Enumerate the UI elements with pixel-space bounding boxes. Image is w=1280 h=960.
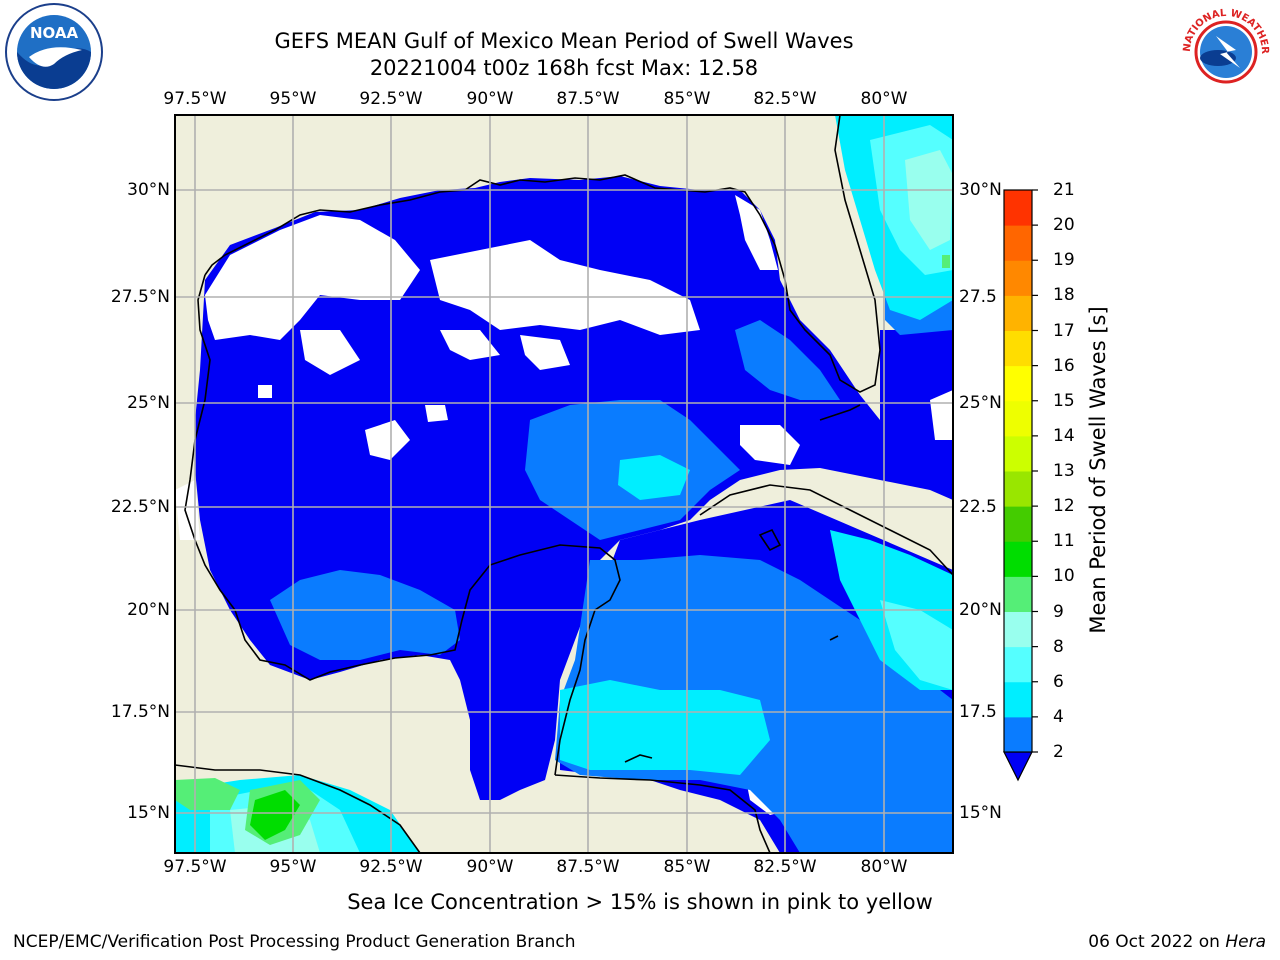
colorbar-title: Mean Period of Swell Waves [s] [1086, 306, 1110, 634]
lon-label-top: 97.5°W [163, 89, 227, 109]
colorbar-segment [1004, 716, 1032, 753]
lat-label-left: 25°N [127, 393, 170, 413]
map-title: GEFS MEAN Gulf of Mexico Mean Period of … [274, 29, 854, 53]
colorbar-segment [1004, 330, 1032, 367]
atlantic-deep-blue [880, 330, 953, 500]
lat-label-right: 25°N [959, 393, 1002, 413]
lon-label-top: 87.5°W [556, 89, 620, 109]
lat-label-left: 20°N [127, 600, 170, 620]
colorbar-segment [1004, 260, 1032, 296]
lon-label-bottom: 82.5°W [753, 857, 817, 877]
footer-date: 06 Oct 2022 on Hera [1088, 932, 1266, 952]
lon-label-bottom: 87.5°W [556, 857, 620, 877]
colorbar-segment [1004, 400, 1032, 437]
noaa-logo-text: NOAA [30, 24, 79, 42]
colorbar-tick-label: 21 [1053, 180, 1075, 200]
colorbar-tick-label: 20 [1053, 215, 1075, 236]
colorbar-tick-label: 2 [1053, 742, 1064, 762]
colorbar [1003, 189, 1038, 782]
map-subtitle: 20221004 t00z 168h fcst Max: 12.58 [369, 56, 759, 80]
footer-host: Hera [1225, 932, 1266, 952]
colorbar-extend-arrow [1003, 751, 1033, 782]
lon-label-top: 90°W [466, 89, 514, 109]
nws-logo: NATIONAL WEATHER SERVICE [1172, 0, 1276, 102]
colorbar-tick-label: 13 [1053, 461, 1075, 481]
colorbar-segment [1004, 365, 1032, 402]
colorbar-tick-label: 11 [1053, 531, 1075, 552]
map-frame [174, 114, 954, 854]
lon-label-top: 80°W [860, 89, 908, 109]
lat-label-right: 15°N [959, 803, 1002, 823]
lat-label-right: 22.5 [959, 497, 997, 517]
lon-label-bottom: 92.5°W [359, 857, 423, 877]
lat-label-right: 20°N [959, 600, 1002, 620]
footer-credit: NCEP/EMC/Verification Post Processing Pr… [13, 932, 576, 952]
colorbar-segment [1004, 681, 1032, 718]
lat-label-left: 17.5°N [110, 702, 170, 722]
lat-label-right: 27.5 [959, 287, 997, 307]
colorbar-tick-label: 17 [1053, 320, 1075, 341]
colorbar-tick-label: 18 [1053, 285, 1075, 306]
lon-label-bottom: 85°W [663, 857, 711, 877]
colorbar-segment [1004, 435, 1032, 472]
lon-label-top: 95°W [269, 89, 317, 109]
lat-label-left: 27.5°N [110, 287, 170, 307]
lon-label-bottom: 80°W [860, 857, 908, 877]
colorbar-tick-label: 16 [1053, 355, 1075, 376]
lon-label-top: 85°W [663, 89, 711, 109]
lon-label-top: 92.5°W [359, 89, 423, 109]
colorbar-segment [1004, 295, 1032, 331]
swell-10-11-region [250, 790, 300, 840]
graticule [175, 115, 953, 853]
lon-label-bottom: 95°W [269, 857, 317, 877]
coastlines [175, 115, 953, 853]
colorbar-segment [1004, 611, 1032, 648]
colorbar-segment [1004, 506, 1032, 542]
colorbar-tick-label: 14 [1053, 425, 1075, 446]
colorbar-tick-label: 12 [1053, 496, 1075, 517]
colorbar-tick-label: 6 [1053, 671, 1064, 692]
colorbar-tick-label: 19 [1053, 250, 1075, 271]
lat-label-right: 17.5 [959, 702, 997, 722]
sea-ice-caption: Sea Ice Concentration > 15% is shown in … [347, 890, 933, 914]
colorbar-tick-label: 9 [1053, 601, 1064, 622]
colorbar-segment [1004, 190, 1032, 226]
lat-label-left: 15°N [127, 803, 170, 823]
lat-label-left: 22.5°N [110, 497, 170, 517]
lat-label-left: 30°N [127, 180, 170, 200]
map-area [175, 115, 953, 853]
noaa-logo: NOAA [4, 2, 104, 102]
lat-label-right: 30°N [959, 180, 1002, 200]
colorbar-tick-label: 8 [1053, 636, 1064, 657]
colorbar-segment [1004, 576, 1032, 612]
footer-date-text: 06 Oct 2022 on [1088, 932, 1226, 952]
colorbar-segment [1004, 541, 1032, 577]
colorbar-tick-label: 15 [1053, 390, 1075, 411]
lon-label-top: 82.5°W [753, 89, 817, 109]
colorbar-segment [1004, 225, 1032, 261]
colorbar-tick-label: 10 [1053, 566, 1075, 587]
lon-label-bottom: 90°W [466, 857, 514, 877]
colorbar-tick-label: 4 [1053, 706, 1064, 727]
colorbar-segment [1004, 471, 1032, 507]
colorbar-segment [1004, 646, 1032, 683]
lon-label-bottom: 97.5°W [163, 857, 227, 877]
